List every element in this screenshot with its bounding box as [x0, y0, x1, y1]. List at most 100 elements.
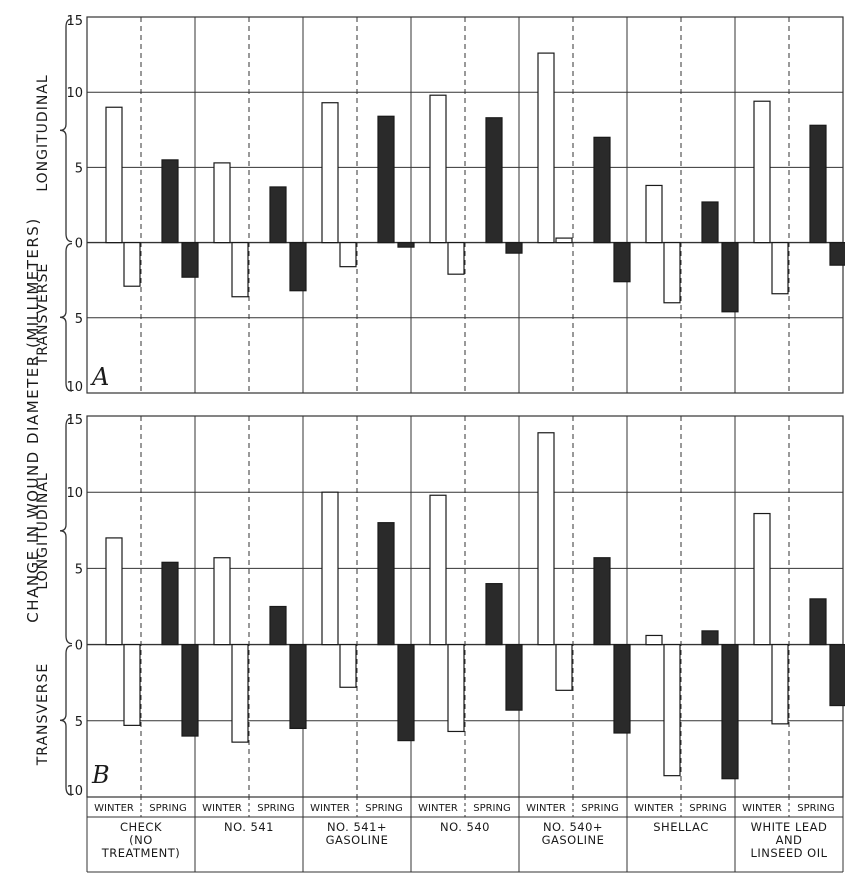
- winter-label: WINTER: [94, 803, 134, 814]
- y-tick-label: 15: [66, 413, 83, 428]
- spring-transverse-bar: [829, 242, 845, 266]
- treatment-label: AND: [776, 833, 803, 847]
- spring-transverse-bar: [613, 643, 631, 734]
- winter-label: WINTER: [742, 803, 782, 814]
- spring-transverse-bar: [181, 643, 199, 737]
- y-tick-label: 0: [75, 237, 83, 252]
- panel-b-transverse-label: TRANSVERSE: [35, 663, 51, 767]
- winter-transverse-bar: [555, 643, 573, 691]
- treatment-label: (NO: [129, 833, 153, 847]
- treatment-label: GASOLINE: [326, 833, 389, 847]
- winter-transverse-bar: [663, 242, 681, 304]
- winter-longitudinal-bar: [321, 491, 339, 646]
- winter-longitudinal-bar: [537, 432, 555, 646]
- y-tick-label: 10: [66, 486, 83, 501]
- y-tick-labels: 15 10 5 0 5 10 15 10 5 0 5 10: [66, 14, 83, 799]
- winter-longitudinal-bar: [645, 634, 663, 646]
- spring-longitudinal-bar: [485, 117, 503, 244]
- longitudinal-brace: [59, 18, 73, 243]
- spring-label: SPRING: [581, 803, 619, 814]
- winter-transverse-bar: [447, 242, 465, 275]
- winter-label: WINTER: [310, 803, 350, 814]
- spring-longitudinal-bar: [269, 605, 287, 646]
- panel-label-b: B: [91, 761, 110, 789]
- winter-transverse-bar: [123, 643, 141, 726]
- spring-transverse-bar: [721, 643, 739, 780]
- winter-longitudinal-bar: [537, 52, 555, 244]
- longitudinal-brace: [59, 417, 73, 645]
- winter-longitudinal-bar: [645, 184, 663, 244]
- winter-label: WINTER: [418, 803, 458, 814]
- winter-longitudinal-bar: [753, 512, 771, 646]
- spring-label: SPRING: [797, 803, 835, 814]
- winter-longitudinal-bar: [429, 494, 447, 646]
- y-tick-label: 0: [75, 639, 83, 654]
- bars: [105, 52, 845, 780]
- spring-longitudinal-bar: [809, 598, 827, 646]
- spring-longitudinal-bar: [593, 136, 611, 244]
- treatment-label: LINSEED OIL: [750, 846, 827, 860]
- y-tick-label: 15: [66, 14, 83, 29]
- y-tick-label: 10: [66, 784, 83, 799]
- winter-transverse-bar: [231, 242, 249, 298]
- y-tick-label: 10: [66, 380, 83, 395]
- y-tick-label: 10: [66, 86, 83, 101]
- panel-a-transverse-label: TRANSVERSE: [35, 263, 51, 367]
- winter-transverse-bar: [555, 237, 573, 244]
- winter-transverse-bar: [231, 643, 249, 743]
- treatment-label: TREATMENT): [101, 846, 181, 860]
- spring-longitudinal-bar: [593, 557, 611, 646]
- spring-label: SPRING: [689, 803, 727, 814]
- spring-longitudinal-bar: [701, 201, 719, 244]
- treatment-label: NO. 540: [440, 820, 490, 834]
- treatment-label: NO. 540+: [543, 820, 603, 834]
- spring-transverse-bar: [181, 242, 199, 278]
- winter-label: WINTER: [202, 803, 242, 814]
- spring-transverse-bar: [289, 242, 307, 292]
- spring-label: SPRING: [473, 803, 511, 814]
- treatment-label: GASOLINE: [542, 833, 605, 847]
- y-axis-label: CHANGE IN WOUND DIAMETER (MILLIMETERS): [24, 217, 42, 622]
- spring-transverse-bar: [505, 242, 523, 254]
- y-tick-label: 5: [75, 715, 83, 730]
- winter-transverse-bar: [339, 242, 357, 268]
- winter-transverse-bar: [771, 643, 789, 725]
- treatment-label: NO. 541: [224, 820, 274, 834]
- winter-label: WINTER: [634, 803, 674, 814]
- spring-longitudinal-bar: [485, 583, 503, 646]
- panel-label-a: A: [90, 363, 109, 391]
- winter-transverse-bar: [663, 643, 681, 777]
- transverse-brace: [59, 242, 73, 392]
- winter-longitudinal-bar: [321, 102, 339, 244]
- panel-b-longitudinal-label: LONGITUDINAL: [35, 472, 51, 589]
- winter-transverse-bar: [447, 643, 465, 733]
- spring-transverse-bar: [397, 643, 415, 742]
- winter-transverse-bar: [339, 643, 357, 688]
- spring-longitudinal-bar: [377, 115, 395, 244]
- spring-transverse-bar: [505, 643, 523, 711]
- spring-label: SPRING: [149, 803, 187, 814]
- winter-label: WINTER: [526, 803, 566, 814]
- winter-longitudinal-bar: [105, 106, 123, 244]
- spring-longitudinal-bar: [377, 522, 395, 646]
- spring-longitudinal-bar: [701, 630, 719, 646]
- treatment-label: CHECK: [120, 820, 162, 834]
- winter-longitudinal-bar: [753, 100, 771, 244]
- treatment-label: WHITE LEAD: [751, 820, 828, 834]
- axis-braces: [59, 18, 73, 796]
- gridlines: [86, 16, 844, 798]
- spring-transverse-bar: [829, 643, 845, 707]
- spring-label: SPRING: [257, 803, 295, 814]
- treatment-label: SHELLAC: [653, 820, 709, 834]
- spring-longitudinal-bar: [269, 186, 287, 244]
- winter-transverse-bar: [123, 242, 141, 287]
- winter-transverse-bar: [771, 242, 789, 295]
- spring-transverse-bar: [721, 242, 739, 313]
- winter-longitudinal-bar: [213, 557, 231, 646]
- transverse-brace: [59, 644, 73, 796]
- spring-transverse-bar: [289, 643, 307, 730]
- winter-longitudinal-bar: [213, 162, 231, 244]
- winter-longitudinal-bar: [429, 94, 447, 244]
